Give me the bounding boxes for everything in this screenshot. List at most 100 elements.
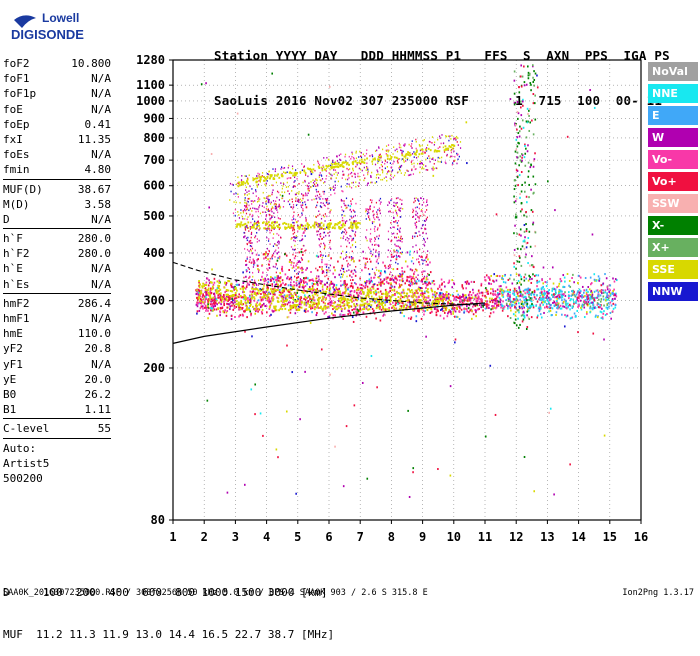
echo-point bbox=[364, 287, 366, 289]
echo-point bbox=[380, 179, 381, 181]
echo-point bbox=[427, 169, 428, 171]
echo-point bbox=[606, 304, 608, 306]
echo-point bbox=[448, 297, 450, 299]
echo-point bbox=[542, 282, 544, 284]
echo-point bbox=[359, 160, 360, 162]
echo-point bbox=[607, 286, 609, 288]
echo-point bbox=[269, 177, 271, 179]
echo-point bbox=[305, 277, 307, 279]
echo-point bbox=[265, 203, 266, 205]
echo-point bbox=[329, 304, 331, 306]
echo-point bbox=[451, 156, 452, 158]
echo-point bbox=[597, 289, 599, 291]
echo-point bbox=[535, 305, 537, 307]
echo-point bbox=[300, 268, 301, 270]
echo-point bbox=[415, 290, 417, 292]
echo-point bbox=[224, 282, 226, 284]
echo-point bbox=[323, 228, 324, 230]
echo-point bbox=[423, 140, 424, 142]
echo-point bbox=[553, 283, 555, 285]
echo-point bbox=[247, 300, 249, 302]
echo-point bbox=[417, 198, 418, 200]
echo-point bbox=[355, 266, 356, 268]
echo-point bbox=[477, 308, 479, 310]
echo-point bbox=[252, 214, 253, 216]
echo-point bbox=[240, 221, 242, 223]
echo-point bbox=[370, 304, 372, 306]
echo-point bbox=[375, 318, 377, 320]
echo-point bbox=[599, 278, 601, 280]
echo-point bbox=[423, 297, 425, 299]
echo-point bbox=[363, 162, 365, 164]
echo-point bbox=[602, 313, 604, 315]
echo-point bbox=[283, 288, 285, 290]
echo-point bbox=[340, 296, 342, 298]
echo-point bbox=[233, 201, 234, 203]
echo-point bbox=[351, 309, 353, 311]
echo-point bbox=[279, 256, 281, 258]
echo-point bbox=[276, 209, 277, 211]
echo-point bbox=[466, 310, 468, 312]
echo-point bbox=[295, 241, 296, 243]
echo-point bbox=[258, 269, 259, 271]
echo-point bbox=[308, 190, 309, 192]
echo-point bbox=[330, 257, 332, 259]
echo-point bbox=[405, 304, 407, 306]
echo-point bbox=[316, 182, 317, 184]
echo-point bbox=[376, 216, 377, 218]
echo-point bbox=[365, 211, 366, 213]
echo-point bbox=[396, 258, 398, 260]
echo-point bbox=[251, 232, 252, 234]
echo-point bbox=[305, 235, 306, 237]
echo-point bbox=[274, 221, 275, 223]
echo-point bbox=[395, 150, 396, 152]
echo-point bbox=[318, 299, 320, 301]
echo-point bbox=[440, 315, 442, 317]
echo-point bbox=[246, 175, 247, 177]
echo-point bbox=[571, 317, 573, 319]
echo-point bbox=[317, 303, 319, 305]
echo-point bbox=[418, 156, 419, 158]
echo-point bbox=[340, 270, 341, 272]
echo-point bbox=[317, 226, 318, 228]
echo-point bbox=[489, 298, 491, 300]
echo-point bbox=[270, 258, 271, 260]
echo-point bbox=[360, 169, 361, 171]
echo-point bbox=[414, 271, 415, 273]
echo-point bbox=[380, 290, 382, 292]
echo-point bbox=[348, 227, 349, 229]
echo-point bbox=[238, 284, 240, 286]
echo-point bbox=[487, 291, 489, 293]
echo-point bbox=[417, 305, 419, 307]
echo-point bbox=[284, 192, 285, 194]
echo-point bbox=[427, 301, 429, 303]
echo-point bbox=[298, 191, 299, 193]
echo-point bbox=[382, 170, 383, 172]
echo-point bbox=[389, 265, 390, 267]
echo-point bbox=[250, 242, 251, 244]
echo-point bbox=[442, 300, 444, 302]
echo-point bbox=[378, 306, 380, 308]
echo-point bbox=[340, 280, 341, 282]
echo-point bbox=[318, 280, 319, 282]
echo-point bbox=[271, 283, 273, 285]
echo-point bbox=[413, 299, 415, 301]
echo-point bbox=[359, 310, 361, 312]
echo-point bbox=[598, 291, 600, 293]
echo-point bbox=[422, 274, 423, 276]
echo-point bbox=[482, 292, 484, 294]
echo-point bbox=[411, 163, 412, 165]
echo-point bbox=[612, 310, 614, 312]
echo-point bbox=[385, 293, 387, 295]
echo-point bbox=[551, 294, 553, 296]
echo-point bbox=[206, 294, 208, 296]
echo-point bbox=[490, 283, 492, 285]
echo-point bbox=[309, 304, 311, 306]
echo-point bbox=[418, 216, 419, 218]
echo-point bbox=[359, 260, 361, 262]
echo-point bbox=[426, 169, 427, 171]
echo-point bbox=[598, 275, 600, 277]
echo-point bbox=[597, 302, 599, 304]
echo-point bbox=[278, 240, 279, 242]
echo-point bbox=[392, 153, 393, 155]
